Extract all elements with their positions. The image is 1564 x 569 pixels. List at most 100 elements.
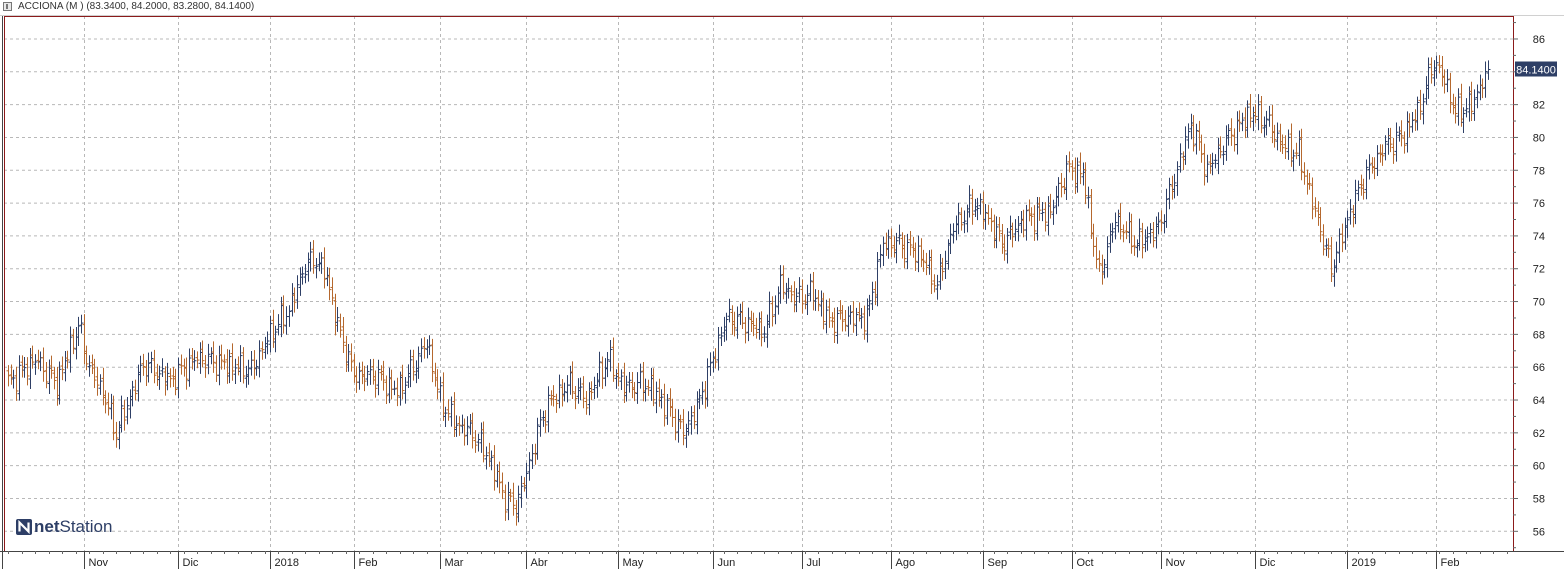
y-tick-label: 68 [1533, 329, 1545, 341]
ohlc-bar [1226, 124, 1231, 146]
ohlc-bar [1459, 83, 1464, 127]
ohlc-bar [935, 274, 940, 300]
ohlc-bar [878, 244, 883, 268]
ohlc-bar [848, 305, 853, 325]
ohlc-bar [962, 210, 967, 234]
ohlc-bar [1124, 221, 1129, 240]
ohlc-bar [308, 241, 313, 272]
ohlc-bar [95, 366, 100, 396]
ohlc-bar [225, 349, 230, 384]
ohlc-bar [322, 247, 327, 289]
x-tick-label: Feb [1441, 557, 1460, 569]
ohlc-bar [217, 345, 222, 386]
ohlc-bar [303, 263, 308, 284]
ohlc-bar [975, 197, 980, 221]
ohlc-bar [241, 347, 246, 384]
ohlc-bar [981, 191, 986, 230]
ohlc-bar [276, 314, 281, 336]
y-tick-label: 78 [1533, 165, 1545, 177]
ohlc-bar [1318, 207, 1323, 243]
ohlc-bar [246, 359, 251, 385]
ohlc-bar [268, 315, 273, 353]
ohlc-bar [597, 351, 602, 387]
ohlc-bar [11, 369, 16, 389]
ohlc-bar [956, 202, 961, 235]
ohlc-bar [1154, 216, 1159, 249]
y-tick-label: 62 [1533, 428, 1545, 440]
ohlc-bar [1008, 215, 1013, 240]
ohlc-bar [573, 385, 578, 410]
plot-frame [0, 16, 1564, 569]
ohlc-bar [1483, 61, 1488, 98]
ohlc-bar [33, 354, 38, 375]
ohlc-bar [249, 351, 254, 376]
ohlc-bar [1253, 104, 1258, 124]
ohlc-bar [1286, 129, 1291, 160]
ohlc-bar [52, 366, 57, 390]
ohlc-bar [1067, 151, 1072, 173]
ohlc-bar [1051, 199, 1056, 225]
ohlc-bar [1313, 197, 1318, 218]
ohlc-bar [392, 380, 397, 396]
ohlc-bar [1424, 76, 1429, 105]
ohlc-bar [298, 267, 303, 296]
ohlc-bar [79, 314, 84, 334]
ohlc-bar [959, 207, 964, 231]
ohlc-bar [581, 376, 586, 409]
ohlc-bar [722, 316, 727, 342]
ohlc-bar [500, 472, 505, 500]
ohlc-bar [254, 359, 259, 376]
y-tick-label: 74 [1533, 231, 1545, 243]
ohlc-bar [1361, 178, 1366, 200]
ohlc-bar [200, 340, 205, 368]
ohlc-bar [1353, 179, 1358, 225]
ohlc-bar [252, 350, 257, 380]
ohlc-bar [835, 307, 840, 344]
ohlc-bar [632, 382, 637, 402]
window-icon[interactable] [3, 2, 12, 11]
ohlc-bar [711, 351, 716, 373]
ohlc-bar [1156, 212, 1161, 235]
ohlc-bar [1429, 57, 1434, 84]
ohlc-bar [1437, 55, 1442, 74]
ohlc-bar [1159, 210, 1164, 232]
y-tick-label: 70 [1533, 297, 1545, 309]
ohlc-bar [1140, 222, 1145, 259]
ohlc-bar [819, 290, 824, 317]
ohlc-bar [1291, 149, 1296, 172]
ohlc-bar [1297, 130, 1302, 166]
ohlc-bar [997, 217, 1002, 242]
ohlc-bar [1305, 169, 1310, 195]
ohlc-bar [427, 335, 432, 356]
ohlc-bar [341, 317, 346, 353]
ohlc-bar [492, 445, 497, 491]
ohlc-bar [1251, 106, 1256, 132]
ohlc-bar [376, 359, 381, 396]
ohlc-bar [1440, 56, 1445, 87]
ohlc-bar [122, 399, 127, 431]
ohlc-bar [171, 366, 176, 388]
ohlc-bar [695, 391, 700, 435]
ohlc-bar [1151, 221, 1156, 248]
ohlc-bar [1019, 211, 1024, 234]
ohlc-bar [511, 482, 516, 516]
y-axis: 56586062646668707274767880828486 [1513, 22, 1545, 549]
ohlc-bar [1375, 145, 1380, 177]
ohlc-bar [1078, 152, 1083, 185]
ohlc-bar [1413, 109, 1418, 131]
ohlc-bar [354, 366, 359, 393]
ohlc-bar [65, 350, 70, 369]
plot-border [4, 16, 1514, 552]
ohlc-bar [989, 208, 994, 232]
ohlc-bar [82, 314, 87, 365]
ohlc-bar [1167, 177, 1172, 210]
ohlc-bar [881, 236, 886, 267]
ohlc-bar [1359, 174, 1364, 196]
ohlc-bar [227, 349, 232, 384]
ohlc-bar [403, 376, 408, 404]
ohlc-bar [862, 305, 867, 340]
ohlc-bar [1486, 60, 1491, 80]
ohlc-bar [1243, 107, 1248, 139]
ohlc-bar [533, 443, 538, 465]
ohlc-bar [435, 369, 440, 400]
